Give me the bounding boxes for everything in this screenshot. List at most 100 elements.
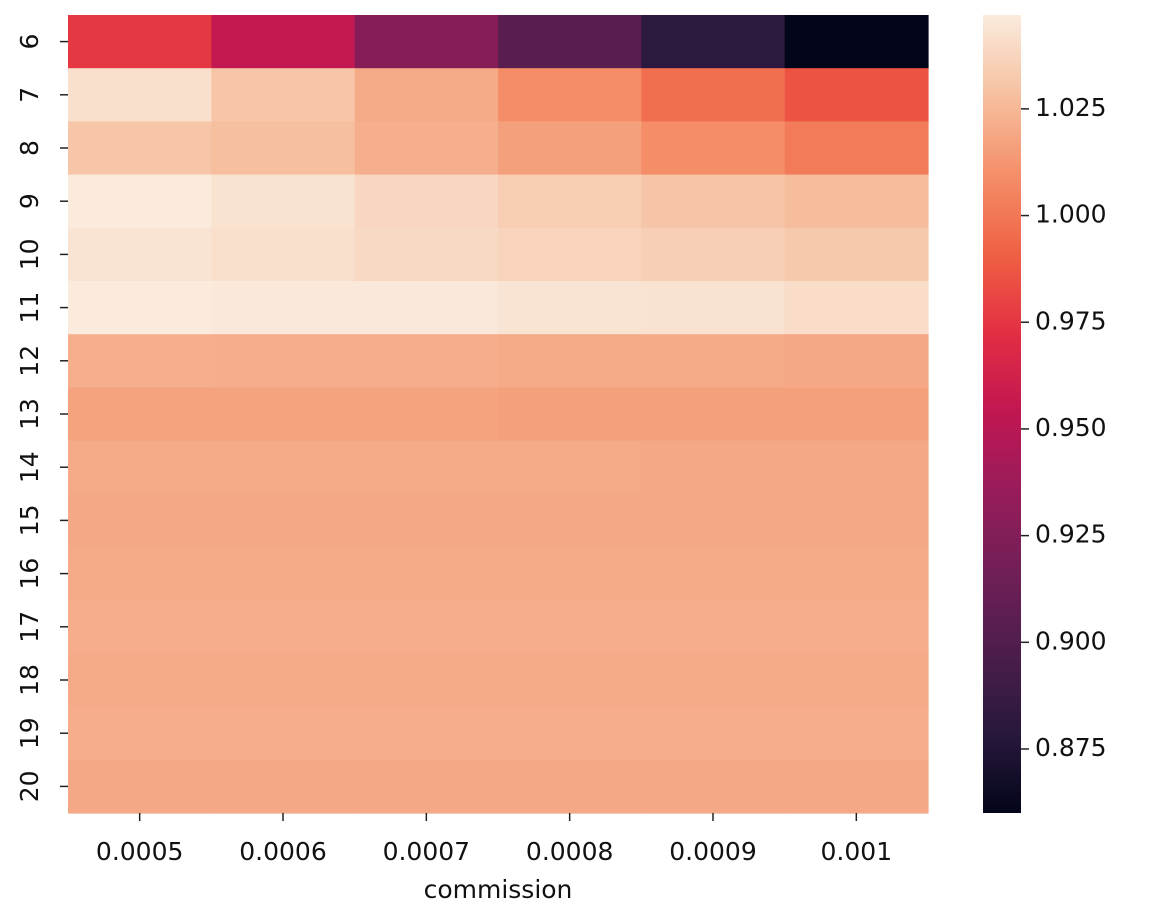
colorbar-tick-label: 1.000: [1035, 200, 1107, 229]
heatmap-cell: [784, 493, 929, 548]
heatmap-cell: [354, 174, 499, 229]
heatmap-cell: [211, 547, 356, 601]
colorbar-tick-label: 0.975: [1035, 306, 1107, 335]
heatmap-cell: [498, 68, 642, 122]
heatmap-cell: [211, 281, 356, 335]
heatmap-cell: [211, 600, 356, 654]
heatmap-cell: [498, 547, 642, 601]
y-tick-label: 14: [15, 451, 44, 483]
heatmap-cell: [354, 387, 499, 442]
heatmap-cell: [784, 334, 929, 388]
heatmap-cell: [784, 121, 929, 176]
heatmap-cell: [68, 121, 212, 176]
heatmap-cell: [498, 387, 642, 442]
heatmap-cell: [68, 440, 212, 495]
x-tick-label: 0.0008: [526, 837, 613, 866]
x-tick-label: 0.001: [821, 837, 893, 866]
y-tick-label: 10: [15, 238, 44, 270]
heatmap-cell: [354, 493, 499, 548]
heatmap-cell: [784, 600, 929, 654]
heatmap-cell: [211, 174, 356, 229]
heatmap-cell: [498, 174, 642, 229]
heatmap-cell: [498, 227, 642, 282]
heatmap-cell: [784, 547, 929, 601]
heatmap-cell: [354, 281, 499, 335]
heatmap-cell: [68, 334, 212, 388]
heatmap-cell: [784, 440, 929, 495]
heatmap-cell: [641, 547, 786, 601]
heatmap-cell: [354, 227, 499, 282]
heatmap-cell: [211, 15, 356, 69]
colorbar-tick-label: 0.900: [1035, 626, 1107, 655]
y-tick-label: 6: [15, 34, 44, 50]
colorbar-tick-label: 0.875: [1035, 733, 1107, 762]
heatmap-cell: [641, 121, 786, 176]
heatmap-cell: [784, 68, 929, 122]
y-tick-label: 13: [15, 398, 44, 430]
heatmap-cell: [641, 600, 786, 654]
heatmap-cell: [784, 759, 929, 814]
heatmap-cell: [641, 493, 786, 548]
heatmap-cell: [68, 547, 212, 601]
y-tick-label: 19: [15, 717, 44, 749]
y-tick-label: 18: [15, 664, 44, 696]
heatmap-cell: [354, 334, 499, 388]
heatmap-cell: [211, 334, 356, 388]
y-tick-label: 9: [15, 193, 44, 209]
heatmap-cell: [68, 281, 212, 335]
y-tick-label: 15: [15, 504, 44, 536]
heatmap-cell: [68, 174, 212, 229]
colorbar-gradient: [983, 15, 1021, 813]
heatmap-cell: [641, 387, 786, 442]
heatmap-cell: [68, 759, 212, 814]
heatmap-cell: [784, 15, 929, 69]
heatmap-cell: [784, 706, 929, 761]
heatmap-cell: [498, 15, 642, 69]
heatmap-cell: [354, 759, 499, 814]
heatmap-cell: [354, 440, 499, 495]
heatmap-cell: [68, 227, 212, 282]
heatmap-cell: [641, 227, 786, 282]
heatmap-cell: [354, 68, 499, 122]
heatmap-cell: [498, 121, 642, 176]
colorbar: 0.875 0.900 0.925 0.950 0.975 1.000 1.025: [983, 15, 1107, 813]
heatmap-cell: [354, 600, 499, 654]
heatmap-cell: [784, 653, 929, 708]
heatmap-cell: [211, 227, 356, 282]
x-axis: 0.0005 0.0006 0.0007 0.0008 0.0009 0.001: [96, 813, 892, 866]
heatmap-cell: [68, 68, 212, 122]
heatmap-cell: [211, 387, 356, 442]
heatmap-cell: [211, 493, 356, 548]
y-tick-label: 16: [15, 558, 44, 590]
heatmap-cell: [641, 759, 786, 814]
heatmap-cell: [354, 653, 499, 708]
heatmap-cell: [211, 440, 356, 495]
y-axis: 6 7 8 9 10 11 12 13 14 15 16 17 18 19 20: [15, 34, 68, 802]
x-tick-label: 0.0007: [383, 837, 470, 866]
heatmap-cell: [641, 68, 786, 122]
heatmap-cell: [498, 759, 642, 814]
y-tick-label: 17: [15, 611, 44, 643]
heatmap-cell: [641, 334, 786, 388]
heatmap-cell: [641, 440, 786, 495]
colorbar-tick-label: 0.925: [1035, 520, 1107, 549]
heatmap-cell: [641, 174, 786, 229]
heatmap-cell: [354, 15, 499, 69]
heatmap-cell: [354, 121, 499, 176]
heatmap-cell: [784, 227, 929, 282]
heatmap-cells: [68, 15, 929, 814]
heatmap-cell: [354, 547, 499, 601]
x-tick-label: 0.0006: [239, 837, 326, 866]
heatmap-cell: [211, 759, 356, 814]
heatmap-cell: [641, 706, 786, 761]
heatmap-cell: [641, 653, 786, 708]
heatmap-cell: [68, 706, 212, 761]
x-tick-label: 0.0009: [669, 837, 756, 866]
heatmap-cell: [498, 706, 642, 761]
y-tick-label: 20: [15, 770, 44, 802]
heatmap-cell: [211, 121, 356, 176]
x-axis-label: commission: [424, 875, 573, 904]
heatmap-cell: [68, 15, 212, 69]
